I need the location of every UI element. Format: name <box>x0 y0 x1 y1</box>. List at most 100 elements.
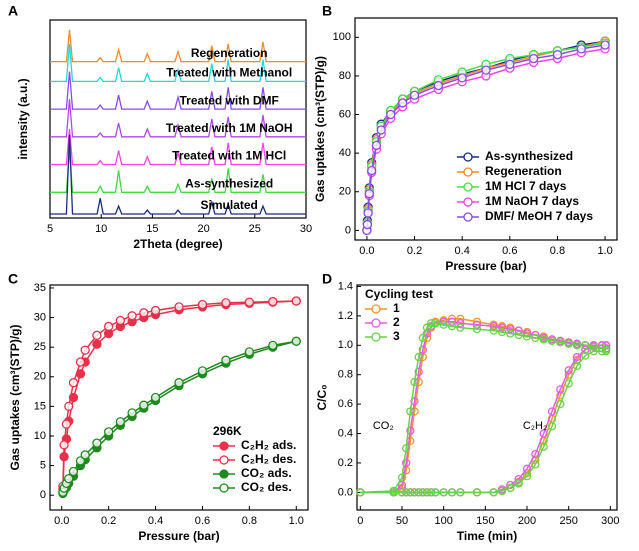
data-point <box>447 322 457 331</box>
y-tick-label: 35 <box>34 282 46 294</box>
y-tick-label: 10 <box>34 430 46 442</box>
plot-frame <box>49 19 307 219</box>
data-point <box>522 472 532 481</box>
plot-frame <box>49 284 309 511</box>
x-tick-label: 50 <box>396 515 408 527</box>
data-point <box>481 65 491 75</box>
x-tick-label: 0 <box>357 515 363 527</box>
y-tick-label: 0 <box>345 224 351 236</box>
data-point <box>439 488 448 497</box>
legend-marker <box>463 212 473 222</box>
annotation: C₂H₂ <box>523 420 547 432</box>
data-point <box>75 357 86 367</box>
x-tick-label: 15 <box>146 223 158 235</box>
data-point <box>505 59 515 69</box>
x-tick-label: 100 <box>434 515 452 527</box>
data-point <box>556 338 565 347</box>
series-label: Treated with DMF <box>180 93 279 107</box>
y-tick-label: 0.2 <box>338 457 353 469</box>
series-label: Simulated <box>201 198 258 212</box>
x-tick-label: 0.2 <box>407 245 422 257</box>
x-tick-label: 200 <box>518 515 536 527</box>
data-point <box>64 473 74 484</box>
y-tick-label: 0.0 <box>338 486 353 498</box>
data-point <box>397 98 408 108</box>
series-line <box>50 134 306 215</box>
series-line <box>50 29 306 63</box>
series-label: Treated with Methanol <box>166 66 292 80</box>
data-point <box>410 488 419 497</box>
data-point <box>418 345 427 354</box>
panel-label: D <box>322 271 332 287</box>
x-tick-label: 0.6 <box>195 515 210 527</box>
y-tick-label: 1.4 <box>338 280 353 292</box>
x-tick-label: 0.4 <box>148 515 163 527</box>
data-point <box>506 324 515 334</box>
data-point <box>127 408 137 418</box>
data-point <box>103 321 114 332</box>
data-point <box>414 488 423 497</box>
data-point <box>418 333 427 343</box>
legend-title: Cycling test <box>365 287 433 301</box>
y-axis-label: intensity (a.u.) <box>16 78 30 159</box>
data-point <box>406 426 415 435</box>
y-tick-label: 0.6 <box>338 398 353 410</box>
data-point <box>92 330 102 340</box>
data-point <box>402 488 411 497</box>
legend-label: 2 <box>393 315 400 329</box>
data-point <box>556 399 565 409</box>
data-point <box>367 165 377 176</box>
legend-marker <box>463 182 473 192</box>
data-point <box>552 50 563 60</box>
x-tick-label: 20 <box>197 223 209 235</box>
x-tick-label: 0.4 <box>455 245 470 257</box>
y-tick-label: 100 <box>333 31 351 43</box>
data-point <box>356 488 365 497</box>
data-point <box>197 366 208 376</box>
legend-marker <box>219 441 229 451</box>
legend-label: 1M HCl 7 days <box>485 179 567 193</box>
data-point <box>139 308 149 318</box>
data-point <box>427 488 436 497</box>
data-point <box>174 378 184 388</box>
series-line <box>360 322 607 494</box>
data-point <box>64 401 74 412</box>
data-point <box>589 347 598 356</box>
series-line <box>50 99 306 138</box>
y-tick-label: 25 <box>34 341 46 353</box>
series-label: As-synthesized <box>185 176 273 190</box>
data-point <box>291 336 301 346</box>
legend-marker <box>219 483 229 493</box>
data-point <box>389 488 398 497</box>
data-point <box>497 327 507 337</box>
data-point <box>539 429 548 438</box>
legend-marker <box>371 318 381 328</box>
data-point <box>127 311 137 321</box>
data-point <box>410 397 419 406</box>
data-point <box>422 323 432 332</box>
data-point <box>539 442 548 451</box>
x-tick-label: 30 <box>300 223 312 235</box>
data-point <box>472 488 482 497</box>
data-point <box>418 488 427 497</box>
data-point <box>150 305 161 316</box>
data-point <box>414 352 423 362</box>
data-point <box>427 319 436 328</box>
data-point <box>456 314 465 323</box>
data-point <box>556 385 565 394</box>
series-label: Treated with 1M NaOH <box>166 121 293 135</box>
y-tick-label: 60 <box>339 108 351 120</box>
x-tick-label: 0.0 <box>54 515 69 527</box>
series-line <box>50 43 306 83</box>
data-point <box>564 339 573 348</box>
data-point <box>497 323 507 332</box>
data-point <box>80 345 90 355</box>
data-point <box>456 323 465 332</box>
data-point <box>406 488 415 497</box>
data-point <box>422 329 432 338</box>
x-tick-label: 300 <box>601 515 619 527</box>
data-point <box>581 351 590 360</box>
plot-frame <box>354 17 618 241</box>
data-point <box>115 315 126 326</box>
legend-label: C₂H₂ ads. <box>241 438 296 452</box>
